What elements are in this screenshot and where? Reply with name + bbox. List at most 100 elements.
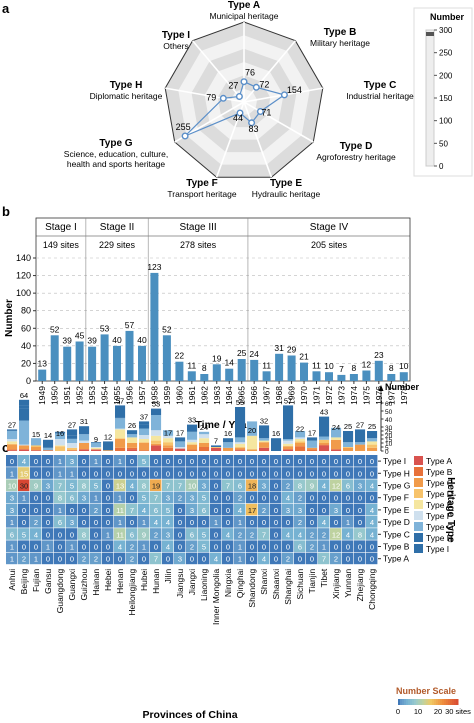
color-scale-segment (416, 699, 419, 705)
bar-x-tick-label: 1968 (274, 386, 284, 405)
bar-1956 (125, 330, 134, 381)
heat-cell (102, 552, 114, 565)
heat-cell-value: 0 (190, 518, 194, 527)
stack-segment-Liaoning (199, 438, 210, 443)
province-label: Guizhou (79, 569, 89, 601)
radar-spoke-8 (191, 40, 245, 103)
stack-total-label: 64 (20, 391, 28, 400)
heat-cell-value: 18 (248, 482, 256, 491)
heat-cell-value: 0 (70, 555, 74, 564)
heat-cell-value: 0 (310, 518, 314, 527)
heat-cell-value: 0 (214, 482, 218, 491)
stack-total-label: 15 (32, 430, 40, 439)
radar-axis-name: Type A (228, 0, 260, 11)
heat-cell-value: 0 (370, 543, 374, 552)
heat-cell (342, 479, 354, 491)
heat-cell-value: 2 (190, 543, 194, 552)
stack-segment-Liaoning (199, 447, 210, 451)
stack-segment-Yunnan (343, 442, 354, 447)
stack-segment-Anhui (7, 444, 18, 450)
color-scale-segment (454, 699, 457, 705)
heat-cell (354, 540, 366, 552)
bar-x-tick-label: 1971 (312, 386, 322, 405)
stack-segment-Heilongjiang (127, 437, 138, 443)
heat-cell-value: 1 (94, 457, 98, 466)
heat-cell-value: 4 (346, 530, 350, 539)
color-scale-segment (456, 699, 459, 705)
province-label: Hebei (103, 569, 113, 591)
heat-row-label: Type E (383, 505, 410, 515)
bar-x-tick-label: 1977 (386, 386, 396, 405)
heat-cell (318, 491, 330, 504)
heat-cell (294, 479, 306, 491)
heat-cell-value: 0 (226, 543, 230, 552)
heat-cell-value: 9 (310, 482, 314, 491)
stack-segment-Shanxi (259, 440, 270, 443)
stack-segment-Hunan (151, 430, 162, 436)
stack-segment-Jilin (163, 447, 174, 451)
heat-cell-value: 6 (70, 494, 74, 503)
heat-cell-value: 0 (346, 494, 350, 503)
heat-cell-value: 2 (22, 555, 26, 564)
stack-segment-Heilongjiang (127, 449, 138, 451)
bar-value-label: 57 (125, 320, 135, 330)
bar-value-label: 39 (87, 336, 97, 346)
legend-label: Type G (426, 522, 453, 532)
heat-cell-value: 4 (286, 530, 290, 539)
radar-value-label: 76 (245, 68, 255, 78)
heat-cell-value: 1 (10, 555, 14, 564)
heat-cell (42, 455, 54, 467)
color-scale-segment (436, 699, 439, 705)
heat-cell-value: 0 (94, 530, 98, 539)
stack-segment-Heilongjiang (127, 443, 138, 448)
stack-total-label: 37 (140, 412, 148, 421)
heat-cell-value: 0 (178, 543, 182, 552)
heat-cell (198, 516, 210, 528)
heat-cell (138, 455, 150, 467)
stack-total-label: 55 (236, 398, 244, 407)
stack-total-label: 33 (188, 416, 196, 425)
heat-cell (54, 503, 66, 516)
heat-cell-value: 0 (334, 518, 338, 527)
bar-1973 (337, 374, 346, 381)
heat-cell-value: 0 (82, 518, 86, 527)
heat-cell-value: 0 (346, 506, 350, 515)
stage-name: Stage I (45, 222, 77, 233)
heat-cell (246, 516, 258, 528)
heat-cell (222, 552, 234, 565)
legend-swatch-Type-F (414, 511, 423, 520)
heat-cell-value: 0 (178, 506, 182, 515)
stack-total-label: 16 (224, 429, 232, 438)
stack-segment-Tibet (319, 444, 330, 446)
stack-axis-tick-label: 25 (385, 429, 393, 436)
heat-cell (54, 491, 66, 504)
heat-cell (330, 516, 342, 528)
stack-total-label: 32 (260, 416, 268, 425)
heat-cell-value: 3 (358, 482, 362, 491)
heat-cell-value: 8 (298, 482, 302, 491)
province-label: Qinghai (235, 569, 245, 598)
heat-cell (90, 503, 102, 516)
heat-cell (330, 503, 342, 516)
stack-segment-Anhui (7, 449, 18, 451)
stack-segment-Shandong (247, 449, 258, 451)
heat-cell (330, 552, 342, 565)
heat-cell-value: 3 (190, 506, 194, 515)
heat-cell-value: 1 (118, 457, 122, 466)
heat-cell (354, 528, 366, 540)
heat-cell-value: 0 (34, 494, 38, 503)
heat-cell-value: 0 (190, 555, 194, 564)
bar-1969 (287, 355, 296, 381)
heat-cell (54, 540, 66, 552)
heat-cell (126, 540, 138, 552)
heat-cell (318, 552, 330, 565)
scale-tick-label: 300 (439, 26, 453, 35)
heat-cell (306, 479, 318, 491)
heat-cell-value: 0 (166, 457, 170, 466)
heat-cell-value: 0 (34, 543, 38, 552)
stack-segment-Beijing (19, 444, 30, 446)
stack-segment-Jiangxi (187, 439, 198, 443)
heat-cell-value: 5 (94, 482, 98, 491)
stack-segment-Heilongjiang (127, 434, 138, 438)
